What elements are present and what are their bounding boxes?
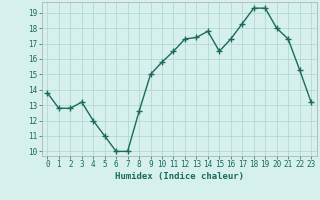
X-axis label: Humidex (Indice chaleur): Humidex (Indice chaleur) (115, 172, 244, 181)
